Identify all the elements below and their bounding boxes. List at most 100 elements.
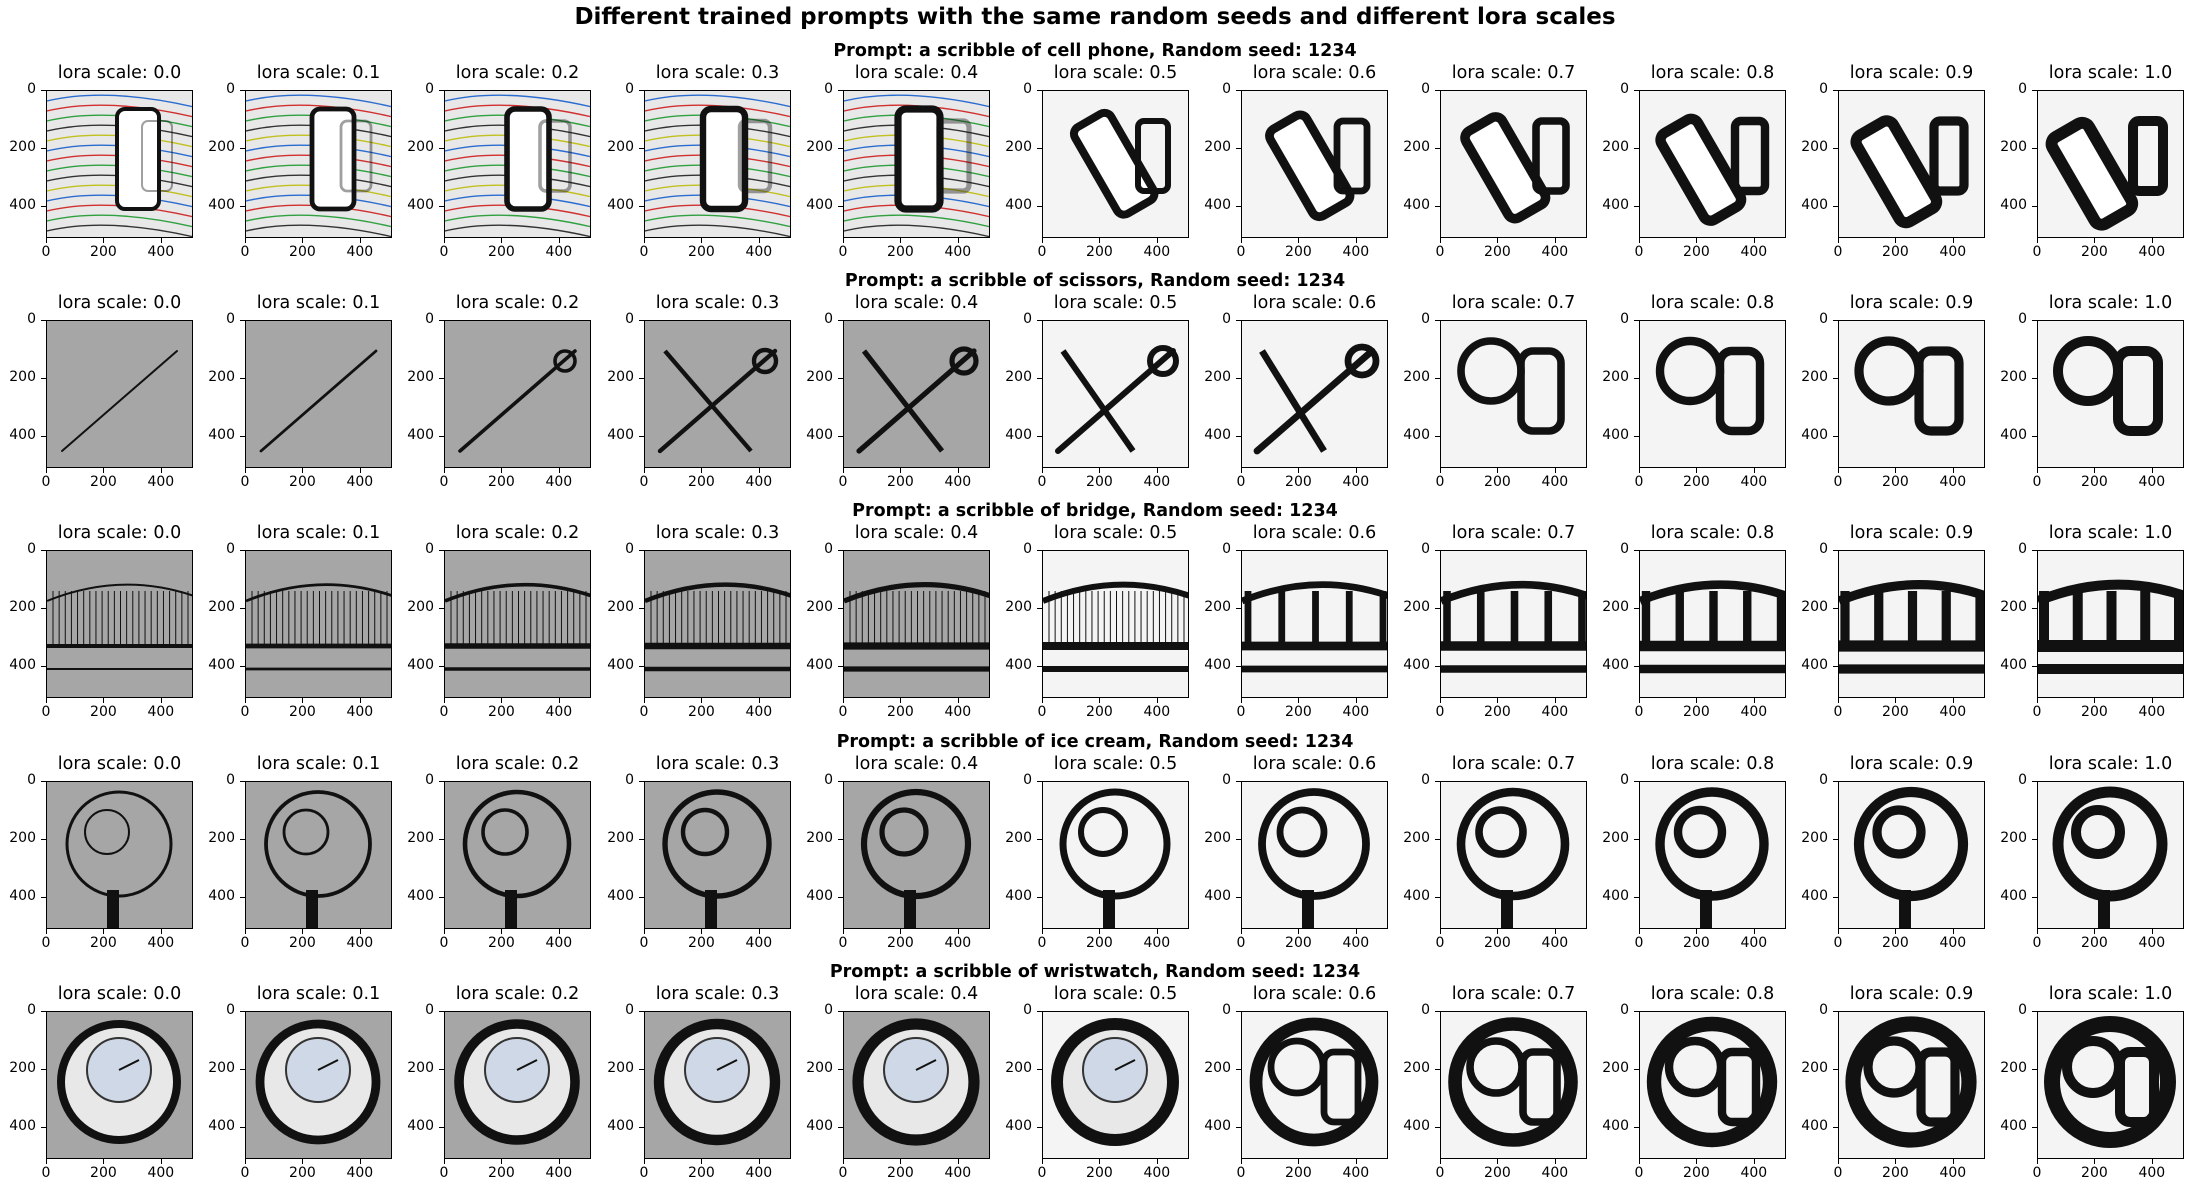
x-tick-mark	[1753, 929, 1755, 934]
x-tick-label: 200	[1683, 935, 1710, 951]
y-tick-label: 200	[1602, 598, 1629, 615]
scribble-stroke	[47, 204, 192, 218]
x-tick-label: 200	[2081, 935, 2108, 951]
x-tick-label: 0	[838, 1165, 848, 1181]
x-tick-mark	[1440, 238, 1441, 243]
x-tick-mark	[444, 468, 445, 473]
y-tick-label: 0	[1023, 541, 1032, 557]
panel-title: lora scale: 0.1	[256, 754, 381, 774]
generated-image-scissors	[47, 321, 192, 467]
y-tick-mark	[1833, 896, 1838, 898]
generated-image-wristwatch	[1242, 1012, 1387, 1158]
scribble-stroke	[445, 94, 590, 108]
x-tick-label: 0	[1037, 474, 1047, 490]
y-tick-mark	[240, 607, 245, 609]
y-tick-label: 400	[607, 426, 634, 443]
x-tick-mark	[758, 1159, 760, 1164]
generated-image-scissors	[1043, 321, 1188, 467]
y-tick-mark	[1435, 665, 1440, 667]
y-tick-mark	[1236, 377, 1241, 379]
stick	[1103, 890, 1115, 928]
x-tick-label: 0	[41, 935, 51, 951]
y-tick-label: 400	[1403, 887, 1430, 904]
x-tick-label: 0	[1435, 704, 1445, 720]
x-tick-mark	[1838, 698, 1839, 703]
x-tick-label: 200	[488, 935, 515, 951]
y-tick-mark	[41, 435, 46, 437]
generated-image-scissors	[445, 321, 590, 467]
x-tick-mark	[1440, 468, 1441, 473]
panel-title: lora scale: 0.8	[1650, 63, 1775, 83]
scribble-stroke	[47, 114, 192, 128]
x-tick-mark	[758, 929, 760, 934]
y-tick-label: 0	[1023, 81, 1032, 97]
x-tick-label: 200	[289, 935, 316, 951]
x-tick-mark	[1497, 929, 1499, 934]
x-tick-label: 400	[1342, 704, 1370, 720]
y-tick-mark	[1435, 320, 1440, 321]
x-tick-label: 400	[147, 244, 175, 260]
y-tick-label: 0	[1819, 1002, 1828, 1018]
generated-image-bridge	[445, 551, 590, 697]
phone-second	[2128, 116, 2168, 196]
generated-image-wristwatch	[1640, 1012, 1785, 1158]
x-tick-label: 0	[41, 474, 51, 490]
y-tick-mark	[1634, 320, 1639, 321]
x-tick-mark	[1554, 1159, 1556, 1164]
y-tick-label: 0	[1023, 1002, 1032, 1018]
panel-title: lora scale: 0.2	[455, 63, 580, 83]
x-tick-mark	[1497, 468, 1499, 473]
x-tick-mark	[957, 468, 959, 473]
x-tick-label: 0	[1833, 244, 1843, 260]
x-tick-mark	[1838, 238, 1839, 243]
x-tick-mark	[1440, 698, 1441, 703]
scribble-stroke	[47, 214, 192, 228]
phone-second	[1730, 116, 1770, 196]
x-tick-mark	[1639, 698, 1640, 703]
watch-case	[1448, 1017, 1578, 1147]
x-tick-mark	[245, 238, 246, 243]
y-tick-mark	[1037, 1068, 1042, 1070]
y-tick-mark	[1037, 90, 1042, 91]
generated-image-bridge	[246, 551, 391, 697]
image-panel	[1241, 320, 1388, 468]
x-tick-label: 0	[838, 244, 848, 260]
y-tick-mark	[838, 435, 843, 437]
x-tick-label: 400	[745, 1165, 773, 1181]
y-tick-label: 200	[1204, 829, 1231, 846]
generated-image-bridge	[47, 551, 192, 697]
y-tick-label: 0	[2018, 772, 2027, 788]
x-tick-label: 400	[1342, 935, 1370, 951]
x-tick-label: 400	[1143, 1165, 1171, 1181]
x-tick-mark	[103, 698, 105, 703]
x-tick-mark	[957, 929, 959, 934]
x-tick-label: 200	[1285, 704, 1312, 720]
x-tick-label: 200	[1882, 244, 1909, 260]
panel-title: lora scale: 0.4	[854, 754, 979, 774]
x-tick-mark	[558, 238, 560, 243]
x-tick-label: 0	[1236, 474, 1246, 490]
y-tick-mark	[41, 550, 46, 551]
generated-image-bridge	[1441, 551, 1586, 697]
image-panel	[1241, 781, 1388, 929]
y-tick-mark	[41, 1011, 46, 1012]
x-tick-label: 400	[1740, 474, 1768, 490]
scribble-stroke	[445, 224, 590, 237]
x-tick-label: 400	[1939, 935, 1967, 951]
y-tick-label: 400	[208, 426, 235, 443]
y-tick-mark	[1833, 607, 1838, 609]
x-tick-mark	[2094, 238, 2096, 243]
x-tick-label: 0	[1435, 1165, 1445, 1181]
row-prompt: Prompt: a scribble of wristwatch, Random…	[829, 962, 1361, 982]
x-tick-label: 400	[1740, 244, 1768, 260]
x-tick-mark	[1639, 468, 1640, 473]
phone-body	[1850, 115, 1943, 229]
y-tick-mark	[1634, 147, 1639, 149]
y-tick-mark	[1435, 377, 1440, 379]
y-tick-label: 400	[1005, 196, 1032, 213]
y-tick-mark	[439, 147, 444, 149]
x-tick-mark	[843, 1159, 844, 1164]
phone-body	[1069, 108, 1159, 219]
image-panel	[843, 90, 990, 238]
y-tick-label: 200	[1801, 829, 1828, 846]
